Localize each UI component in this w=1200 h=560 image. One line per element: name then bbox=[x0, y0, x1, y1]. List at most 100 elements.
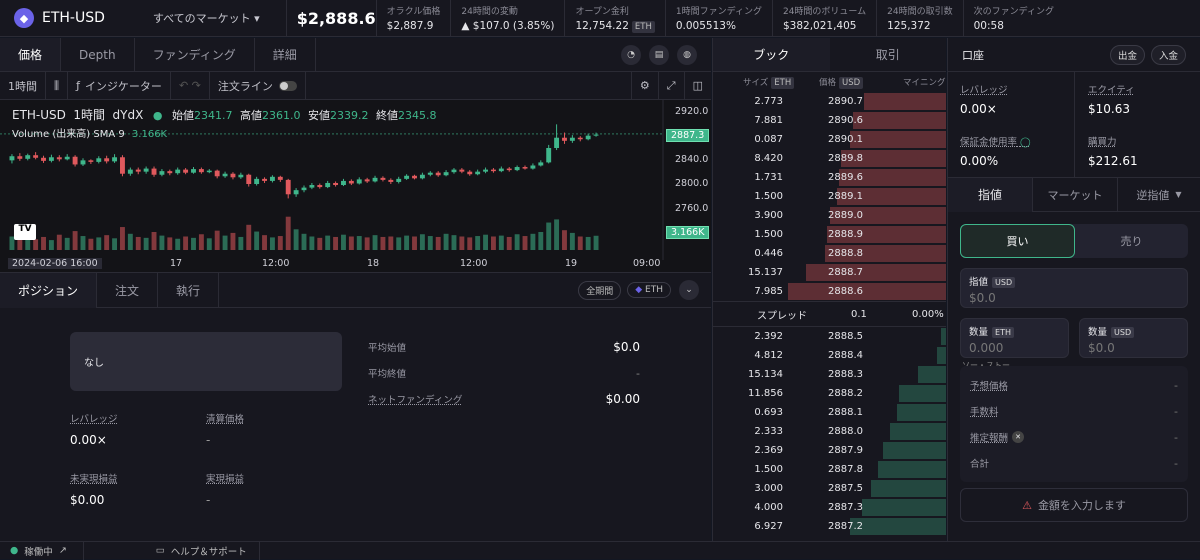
candle[interactable] bbox=[104, 158, 110, 162]
undo-redo[interactable]: ↶ ↷ bbox=[171, 71, 210, 100]
tab-orders[interactable]: 注文 bbox=[97, 272, 159, 308]
candle[interactable] bbox=[301, 187, 307, 191]
candle[interactable] bbox=[17, 156, 23, 159]
candle[interactable] bbox=[33, 155, 39, 158]
candle[interactable] bbox=[254, 178, 260, 184]
bid-row[interactable]: 11.856 2888.2 bbox=[713, 384, 946, 403]
document-icon[interactable]: ▤ bbox=[649, 44, 669, 65]
candle[interactable] bbox=[483, 169, 488, 172]
order-lines-toggle[interactable]: 注文ライン bbox=[210, 71, 306, 100]
candle[interactable] bbox=[348, 180, 354, 184]
bid-row[interactable]: 0.693 2888.1 bbox=[713, 403, 946, 422]
candle[interactable] bbox=[562, 137, 567, 141]
candle[interactable] bbox=[325, 182, 331, 188]
candle[interactable] bbox=[159, 171, 165, 175]
tab-depth[interactable]: Depth bbox=[61, 38, 135, 71]
ask-row[interactable]: 7.881 2890.6 bbox=[713, 111, 946, 130]
tab-fills[interactable]: 執行 bbox=[158, 272, 220, 308]
candle[interactable] bbox=[412, 175, 417, 179]
candle[interactable] bbox=[585, 135, 591, 140]
ask-row[interactable]: 8.420 2889.8 bbox=[713, 149, 946, 168]
candle[interactable] bbox=[262, 178, 267, 181]
candle[interactable] bbox=[41, 157, 46, 161]
bid-row[interactable]: 4.000 2887.3 bbox=[713, 498, 946, 517]
tab-stop[interactable]: 逆指値 ▼ bbox=[1118, 187, 1200, 203]
candle[interactable] bbox=[514, 167, 520, 171]
toggle-switch[interactable] bbox=[278, 80, 297, 91]
candlestick-chart[interactable] bbox=[0, 100, 711, 272]
candle[interactable] bbox=[112, 157, 118, 162]
candle[interactable] bbox=[356, 179, 362, 184]
candle[interactable] bbox=[554, 137, 560, 148]
candle[interactable] bbox=[530, 165, 536, 169]
candle[interactable] bbox=[451, 169, 457, 173]
tab-funding[interactable]: ファンディング bbox=[135, 38, 255, 71]
candle[interactable] bbox=[459, 169, 465, 172]
candle[interactable] bbox=[222, 173, 228, 177]
interval-selector[interactable]: 1時間 bbox=[0, 71, 46, 100]
candle[interactable] bbox=[64, 156, 70, 160]
candle[interactable] bbox=[333, 182, 339, 186]
candle[interactable] bbox=[506, 168, 512, 171]
candle[interactable] bbox=[443, 172, 449, 176]
ask-row[interactable]: 0.446 2888.8 bbox=[713, 244, 946, 263]
camera-icon[interactable]: ◫ bbox=[692, 79, 703, 92]
bid-row[interactable]: 2.392 2888.5 bbox=[713, 327, 946, 346]
bid-row[interactable]: 15.134 2888.3 bbox=[713, 365, 946, 384]
candle[interactable] bbox=[277, 176, 283, 180]
tab-trades[interactable]: 取引 bbox=[875, 48, 900, 62]
candle[interactable] bbox=[435, 172, 441, 176]
help-link[interactable]: ヘルプ＆サポート bbox=[170, 546, 247, 558]
ask-row[interactable]: 3.900 2889.0 bbox=[713, 206, 946, 225]
candle[interactable] bbox=[206, 170, 212, 173]
ask-row[interactable]: 1.500 2889.1 bbox=[713, 187, 946, 206]
candle[interactable] bbox=[25, 155, 31, 159]
bid-row[interactable]: 1.500 2887.8 bbox=[713, 460, 946, 479]
bid-row[interactable]: 2.369 2887.9 bbox=[713, 441, 946, 460]
candle[interactable] bbox=[427, 172, 433, 175]
candle[interactable] bbox=[80, 160, 86, 165]
tab-market[interactable]: マーケット bbox=[1032, 177, 1118, 212]
candle[interactable] bbox=[214, 170, 220, 177]
tab-details[interactable]: 詳細 bbox=[255, 38, 316, 71]
candle[interactable] bbox=[498, 168, 504, 172]
bid-row[interactable]: 4.812 2888.4 bbox=[713, 346, 946, 365]
buy-button[interactable]: 買い bbox=[960, 224, 1075, 258]
candle[interactable] bbox=[9, 156, 15, 161]
candle[interactable] bbox=[246, 174, 252, 184]
candle[interactable] bbox=[522, 167, 528, 169]
globe-icon[interactable]: ◍ bbox=[677, 44, 697, 65]
chevron-down-icon[interactable]: ⌄ bbox=[679, 280, 699, 300]
ask-row[interactable]: 15.137 2888.7 bbox=[713, 263, 946, 282]
candle[interactable] bbox=[230, 173, 236, 178]
tab-limit[interactable]: 指値 bbox=[948, 177, 1032, 212]
candle[interactable] bbox=[96, 158, 102, 162]
candle[interactable] bbox=[151, 168, 157, 175]
candle[interactable] bbox=[404, 175, 410, 179]
price-chart[interactable]: ETH-USD 1時間 dYdX ● 始値2341.7 高値2361.0 安値2… bbox=[0, 100, 711, 272]
candle[interactable] bbox=[56, 157, 62, 160]
candle[interactable] bbox=[48, 157, 54, 161]
candle[interactable] bbox=[198, 169, 204, 173]
candle[interactable] bbox=[143, 168, 149, 172]
withdraw-button[interactable]: 出金 bbox=[1109, 44, 1145, 65]
candle-style-icon[interactable]: ⫼ bbox=[46, 71, 69, 100]
tab-book[interactable]: ブック bbox=[713, 38, 830, 71]
candle[interactable] bbox=[538, 162, 544, 166]
all-markets-dropdown[interactable]: すべてのマーケット ▾ bbox=[152, 12, 260, 25]
ask-row[interactable]: 0.087 2890.1 bbox=[713, 130, 946, 149]
candle[interactable] bbox=[396, 178, 402, 182]
candle[interactable] bbox=[175, 169, 181, 174]
tab-positions[interactable]: ポジション bbox=[0, 272, 98, 308]
tab-price[interactable]: 価格 bbox=[0, 38, 62, 71]
ask-row[interactable]: 2.773 2890.7 bbox=[713, 92, 946, 111]
candle[interactable] bbox=[285, 179, 291, 195]
candle[interactable] bbox=[135, 169, 141, 172]
candle[interactable] bbox=[120, 157, 125, 174]
candle[interactable] bbox=[380, 177, 386, 180]
candle[interactable] bbox=[293, 190, 299, 195]
bid-row[interactable]: 2.333 2888.0 bbox=[713, 422, 946, 441]
candle[interactable] bbox=[577, 137, 583, 140]
ask-row[interactable]: 1.500 2888.9 bbox=[713, 225, 946, 244]
ask-row[interactable]: 1.731 2889.6 bbox=[713, 168, 946, 187]
